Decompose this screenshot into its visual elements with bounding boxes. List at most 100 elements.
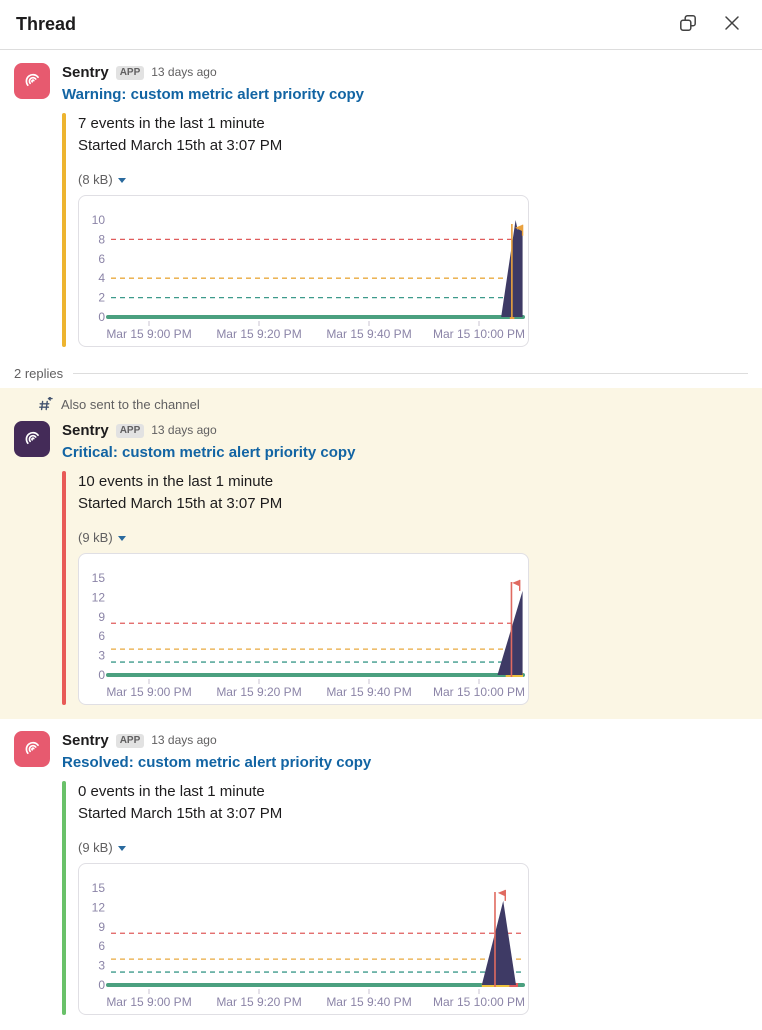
svg-text:10: 10 xyxy=(92,213,106,227)
header-actions xyxy=(674,11,746,39)
sentry-logo-icon xyxy=(20,735,44,764)
thread-header: Thread xyxy=(0,0,762,50)
svg-text:Mar 15 9:00 PM: Mar 15 9:00 PM xyxy=(106,685,191,699)
svg-text:Mar 15 9:40 PM: Mar 15 9:40 PM xyxy=(326,995,411,1009)
close-thread-button[interactable] xyxy=(718,11,746,39)
attachment: 0 events in the last 1 minute Started Ma… xyxy=(62,781,746,1015)
svg-text:8: 8 xyxy=(98,232,105,246)
svg-text:Mar 15 9:00 PM: Mar 15 9:00 PM xyxy=(106,995,191,1009)
svg-text:Mar 15 10:00 PM: Mar 15 10:00 PM xyxy=(433,327,525,341)
chevron-down-icon xyxy=(117,178,126,183)
alert-title-link[interactable]: Resolved: custom metric alert priority c… xyxy=(62,754,372,771)
message-warning: Sentry APP 13 days ago Warning: custom m… xyxy=(0,50,762,357)
highlighted-section: Also sent to the channel Sentry xyxy=(0,388,762,719)
svg-text:Mar 15 9:40 PM: Mar 15 9:40 PM xyxy=(326,685,411,699)
attachment-accent-bar xyxy=(62,113,66,347)
started-at-text: Started March 15th at 3:07 PM xyxy=(78,495,283,512)
timestamp[interactable]: 13 days ago xyxy=(151,65,217,79)
avatar[interactable] xyxy=(14,421,50,457)
attachment-body: 0 events in the last 1 minute Started Ma… xyxy=(66,781,529,1015)
started-at-text: Started March 15th at 3:07 PM xyxy=(78,137,283,154)
file-size-toggle[interactable]: (9 kB) xyxy=(78,840,126,855)
alert-chart-image[interactable]: 0 2 4 6 8 10 Mar 15 9:00 PM Mar 15 9:20 PM Mar 1… xyxy=(78,195,529,347)
attachment-accent-bar xyxy=(62,781,66,1015)
also-sent-row: Also sent to the channel xyxy=(0,394,762,413)
alert-title-link[interactable]: Critical: custom metric alert priority c… xyxy=(62,444,356,461)
message-body: Sentry APP 13 days ago Critical: custom … xyxy=(62,421,746,705)
started-at-text: Started March 15th at 3:07 PM xyxy=(78,805,283,822)
channel-arrow-icon xyxy=(38,397,53,412)
svg-text:12: 12 xyxy=(92,590,106,604)
app-badge: APP xyxy=(115,733,145,748)
attachment: 7 events in the last 1 minute Started Ma… xyxy=(62,113,746,347)
alert-chart-image[interactable]: 0 3 6 9 12 15 Mar 15 9:00 PM Mar 15 9:20 PM Mar … xyxy=(78,863,529,1015)
timestamp[interactable]: 13 days ago xyxy=(151,423,217,437)
name-row: Sentry APP 13 days ago xyxy=(62,421,746,440)
svg-text:Mar 15 9:20 PM: Mar 15 9:20 PM xyxy=(216,327,301,341)
alert-chart-svg: 0 3 6 9 12 15 Mar 15 9:00 PM Mar 15 9:20 PM Mar … xyxy=(92,881,525,1009)
timestamp[interactable]: 13 days ago xyxy=(151,733,217,747)
svg-text:6: 6 xyxy=(98,629,105,643)
name-row: Sentry APP 13 days ago xyxy=(62,63,746,82)
svg-text:6: 6 xyxy=(98,252,105,266)
svg-text:0: 0 xyxy=(98,978,105,992)
svg-text:3: 3 xyxy=(98,959,105,973)
attachment-accent-bar xyxy=(62,471,66,705)
events-count-text: 0 events in the last 1 minute xyxy=(78,783,265,800)
svg-text:Mar 15 10:00 PM: Mar 15 10:00 PM xyxy=(433,995,525,1009)
app-badge: APP xyxy=(115,423,145,438)
events-count-text: 7 events in the last 1 minute xyxy=(78,115,265,132)
svg-text:0: 0 xyxy=(98,310,105,324)
sentry-logo-icon xyxy=(20,67,44,96)
attachment: 10 events in the last 1 minute Started M… xyxy=(62,471,746,705)
divider-line xyxy=(73,373,748,374)
svg-text:4: 4 xyxy=(98,271,105,285)
message-body: Sentry APP 13 days ago Resolved: custom … xyxy=(62,731,746,1015)
file-size-toggle[interactable]: (8 kB) xyxy=(78,172,126,187)
replies-count-label: 2 replies xyxy=(14,366,64,381)
avatar[interactable] xyxy=(14,63,50,99)
alert-title-link[interactable]: Warning: custom metric alert priority co… xyxy=(62,86,364,103)
chevron-down-icon xyxy=(117,536,126,541)
popout-icon xyxy=(678,13,698,36)
svg-text:Mar 15 9:20 PM: Mar 15 9:20 PM xyxy=(216,685,301,699)
svg-text:15: 15 xyxy=(92,571,106,585)
file-size-label: (8 kB) xyxy=(78,172,113,187)
chevron-down-icon xyxy=(117,846,126,851)
sender-name[interactable]: Sentry xyxy=(62,732,109,749)
svg-text:15: 15 xyxy=(92,881,106,895)
sender-name[interactable]: Sentry xyxy=(62,422,109,439)
svg-text:12: 12 xyxy=(92,900,106,914)
sender-name[interactable]: Sentry xyxy=(62,64,109,81)
svg-text:6: 6 xyxy=(98,939,105,953)
avatar[interactable] xyxy=(14,731,50,767)
app-badge: APP xyxy=(115,65,145,80)
file-size-label: (9 kB) xyxy=(78,840,113,855)
open-in-window-button[interactable] xyxy=(674,11,702,39)
alert-chart-svg: 0 2 4 6 8 10 Mar 15 9:00 PM Mar 15 9:20 PM Mar 1… xyxy=(92,213,525,341)
svg-text:3: 3 xyxy=(98,649,105,663)
svg-text:0: 0 xyxy=(98,668,105,682)
events-count-text: 10 events in the last 1 minute xyxy=(78,473,274,490)
alert-chart-svg: 0 3 6 9 12 15 Mar 15 9:00 PM Mar 15 9:20 PM Mar … xyxy=(92,571,525,699)
attachment-body: 10 events in the last 1 minute Started M… xyxy=(66,471,529,705)
page-title: Thread xyxy=(16,14,77,34)
attachment-body: 7 events in the last 1 minute Started Ma… xyxy=(66,113,529,347)
name-row: Sentry APP 13 days ago xyxy=(62,731,746,750)
svg-text:9: 9 xyxy=(98,610,105,624)
svg-text:Mar 15 9:20 PM: Mar 15 9:20 PM xyxy=(216,995,301,1009)
replies-divider: 2 replies xyxy=(0,357,762,388)
svg-text:9: 9 xyxy=(98,920,105,934)
sentry-logo-icon xyxy=(20,425,44,454)
also-sent-label: Also sent to the channel xyxy=(61,397,200,412)
svg-text:Mar 15 9:00 PM: Mar 15 9:00 PM xyxy=(106,327,191,341)
close-icon xyxy=(723,14,741,35)
alert-chart-image[interactable]: 0 3 6 9 12 15 Mar 15 9:00 PM Mar 15 9:20 PM Mar … xyxy=(78,553,529,705)
svg-text:2: 2 xyxy=(98,291,105,305)
message-body: Sentry APP 13 days ago Warning: custom m… xyxy=(62,63,746,347)
message-critical: Sentry APP 13 days ago Critical: custom … xyxy=(0,413,762,715)
file-size-toggle[interactable]: (9 kB) xyxy=(78,530,126,545)
svg-text:Mar 15 10:00 PM: Mar 15 10:00 PM xyxy=(433,685,525,699)
message-resolved: Sentry APP 13 days ago Resolved: custom … xyxy=(0,719,762,1025)
